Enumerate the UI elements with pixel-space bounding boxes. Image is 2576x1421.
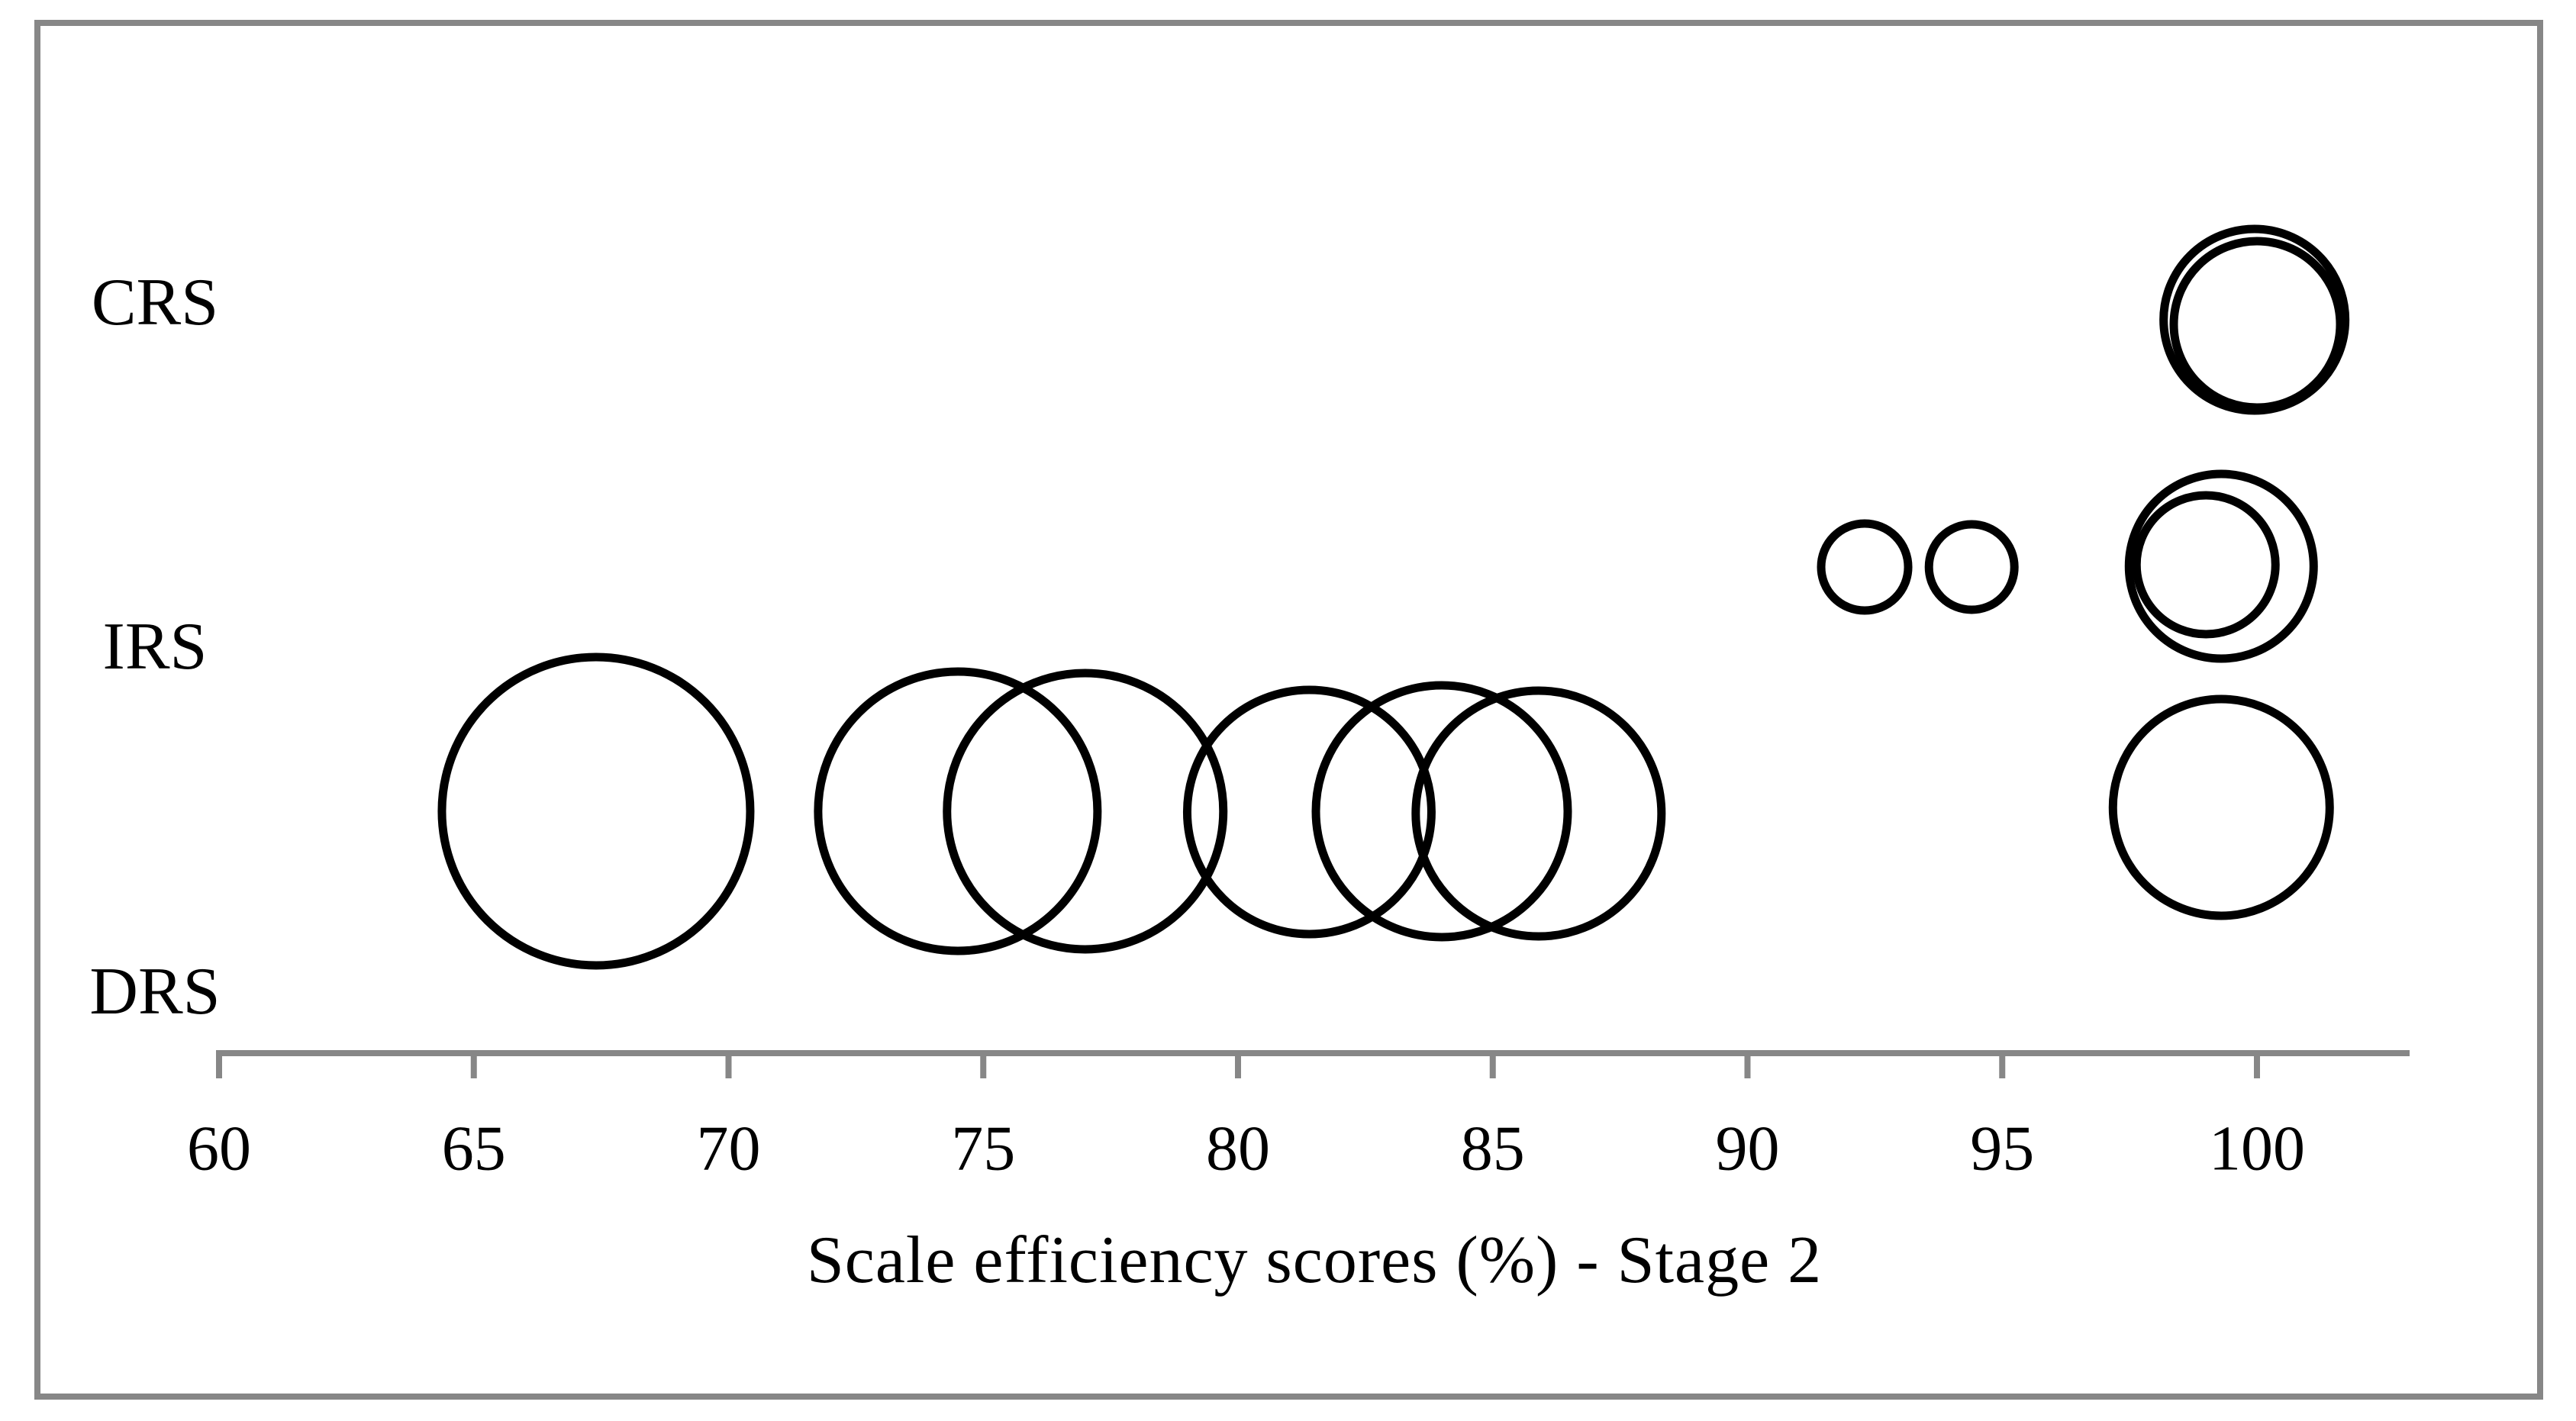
x-axis-tick-label-85: 85 bbox=[1461, 1113, 1525, 1184]
x-axis-tick-label-90: 90 bbox=[1716, 1113, 1780, 1184]
chart-border bbox=[34, 20, 2543, 1400]
y-category-label-irs: IRS bbox=[103, 610, 208, 684]
x-axis-tick-label-65: 65 bbox=[442, 1113, 506, 1184]
x-axis-tick-label-80: 80 bbox=[1206, 1113, 1270, 1184]
bubble-irs-4 bbox=[2124, 469, 2318, 663]
y-category-label-drs: DRS bbox=[89, 955, 220, 1029]
x-axis-tick-label-75: 75 bbox=[951, 1113, 1015, 1184]
y-category-label-crs: CRS bbox=[92, 266, 218, 340]
x-axis-title: Scale efficiency scores (%) - Stage 2 bbox=[806, 1223, 1823, 1297]
bubble-drs-6 bbox=[1411, 686, 1666, 941]
bubble-drs-2 bbox=[814, 667, 1102, 955]
bubble-drs-5 bbox=[1311, 681, 1572, 942]
bubble-irs-1 bbox=[1817, 519, 1913, 615]
bubble-drs-1 bbox=[437, 652, 755, 970]
x-axis-tick-label-60: 60 bbox=[187, 1113, 251, 1184]
bubble-drs-7 bbox=[2108, 694, 2334, 920]
bubble-irs-2 bbox=[1924, 520, 2019, 614]
bubble-drs-4 bbox=[1182, 685, 1436, 939]
bubble-crs-2 bbox=[2169, 237, 2345, 412]
bubble-drs-3 bbox=[943, 669, 1228, 954]
x-axis-tick-label-95: 95 bbox=[1970, 1113, 2034, 1184]
x-axis-tick-label-70: 70 bbox=[697, 1113, 761, 1184]
bubble-irs-3 bbox=[2132, 491, 2280, 639]
x-axis-tick-label-100: 100 bbox=[2209, 1113, 2305, 1184]
